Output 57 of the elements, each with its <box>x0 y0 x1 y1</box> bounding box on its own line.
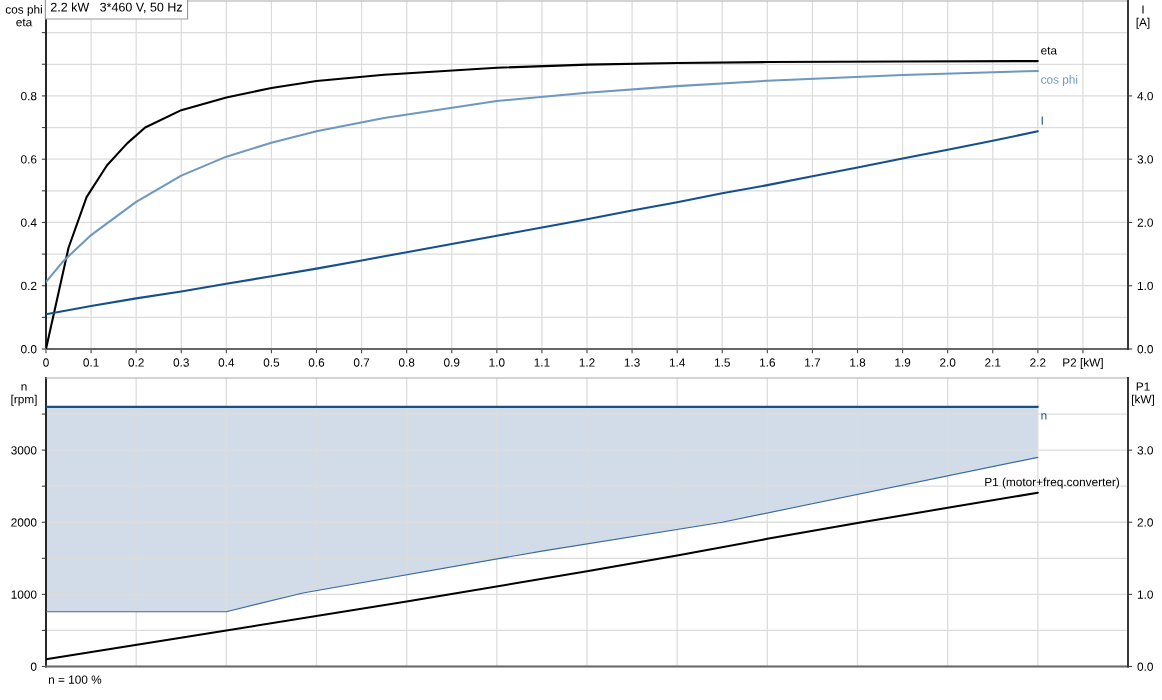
x-tick-label: 0.4 <box>218 358 235 367</box>
chart-title: 2.2 kW 3*460 V, 50 Hz <box>50 2 182 14</box>
x-tick-label: 2.1 <box>985 358 1001 367</box>
y-tick-label: 1000 <box>11 590 37 599</box>
x-tick-label: 0.5 <box>263 358 280 367</box>
y2-tick-label: 3.0 <box>1137 446 1153 455</box>
x-tick-label: 1.0 <box>489 358 505 367</box>
line-series <box>46 60 1039 349</box>
x-tick-label: 1.8 <box>850 358 866 367</box>
y-tick-label: 0.0 <box>21 345 37 354</box>
y-tick-label: 0.2 <box>21 281 37 291</box>
y-axis-title: n [rpm] <box>11 384 37 406</box>
x-tick-label: 0 <box>43 358 49 367</box>
series-label: n <box>1041 413 1047 420</box>
y-tick-label: 0 <box>30 662 37 671</box>
y2-tick-label: 0.0 <box>1137 662 1153 671</box>
y-tick-label: 0.6 <box>21 155 37 164</box>
y2-axis-title: I [A] <box>1136 5 1150 29</box>
line-series <box>46 491 1039 661</box>
x-tick-label: 0.8 <box>398 358 415 367</box>
x-tick-label: 1.4 <box>669 358 686 367</box>
series-label: eta <box>1041 46 1058 55</box>
y-axis-title: cos phi eta <box>5 5 42 27</box>
y-tick-label: 0.4 <box>21 218 37 227</box>
y2-tick-label: 2.0 <box>1137 218 1153 227</box>
y-tick-label: 0.8 <box>21 91 37 101</box>
line-series <box>46 130 1039 316</box>
y-tick-label: 3000 <box>11 446 37 455</box>
x-tick-label: 1.3 <box>624 358 640 367</box>
line-series <box>46 69 1039 283</box>
x-tick-label: P2 [kW] <box>1063 358 1103 370</box>
x-tick-label: 0.2 <box>128 358 144 367</box>
x-tick-label: 0.1 <box>83 358 99 367</box>
x-tick-label: 0.9 <box>444 358 460 367</box>
y-tick-label: 2000 <box>11 518 37 527</box>
x-tick-label: 0.7 <box>353 358 370 367</box>
x-tick-label: 1.1 <box>534 358 550 367</box>
x-tick-label: 1.5 <box>714 358 730 367</box>
x-tick-label: 0.3 <box>173 358 189 367</box>
x-tick-label: 1.6 <box>760 358 776 367</box>
y2-tick-label: 0.0 <box>1137 345 1153 354</box>
y2-tick-label: 1.0 <box>1137 281 1153 291</box>
series-label: I <box>1041 116 1043 125</box>
y2-axis-title: P1 [kW] <box>1132 382 1154 406</box>
x-tick-label: 1.2 <box>579 358 595 367</box>
x-tick-label: 1.9 <box>895 358 911 367</box>
y2-tick-label: 1.0 <box>1137 590 1153 599</box>
y2-tick-label: 3.0 <box>1137 155 1153 164</box>
y2-tick-label: 4.0 <box>1137 91 1153 101</box>
x-tick-label: 0.6 <box>308 358 325 367</box>
series-label: P1 (motor+freq.converter) <box>985 477 1120 489</box>
series-label: cos phi <box>1041 75 1078 87</box>
x-tick-label: 2.0 <box>940 358 956 367</box>
x-tick-label: 2.2 <box>1030 358 1046 367</box>
y2-tick-label: 2.0 <box>1137 518 1153 527</box>
x-tick-label: 1.7 <box>805 358 821 367</box>
text: n = 100 % <box>48 675 102 684</box>
